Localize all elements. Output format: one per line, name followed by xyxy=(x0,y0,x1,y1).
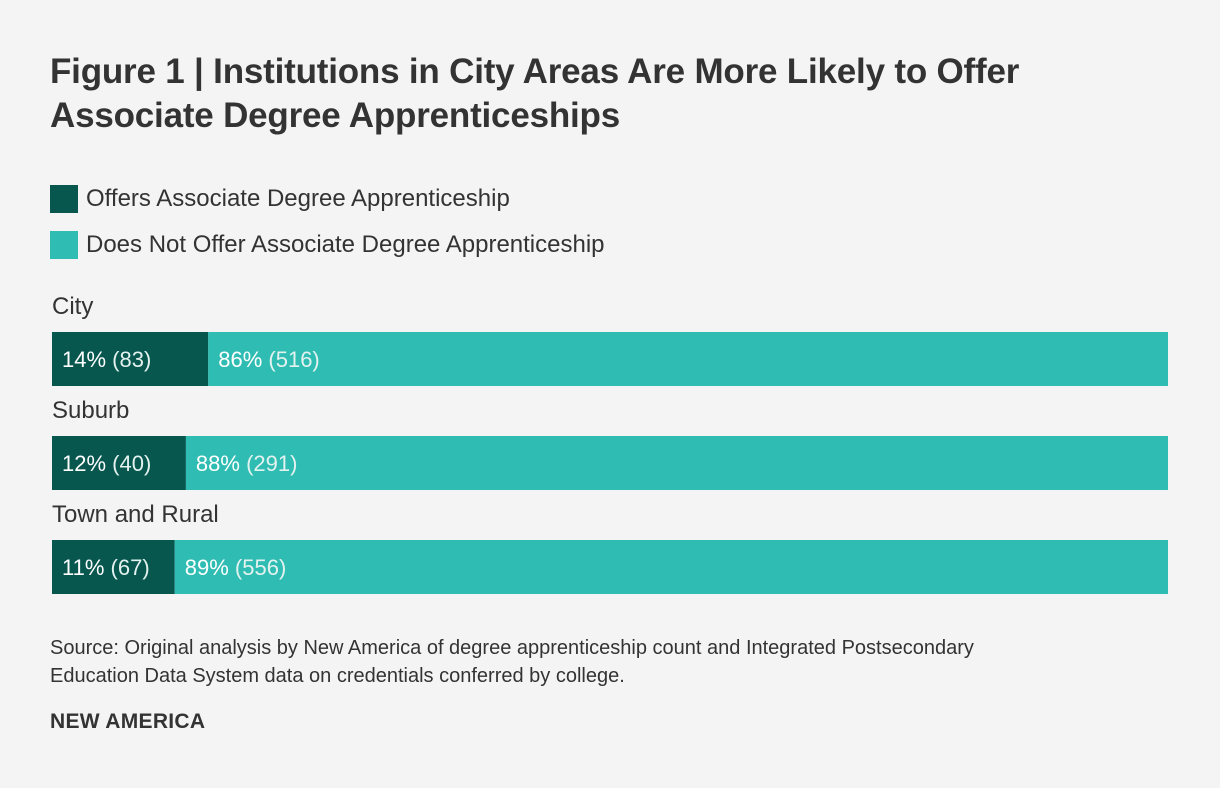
legend-label-offers: Offers Associate Degree Apprenticeship xyxy=(86,185,510,212)
bar-offers-city xyxy=(52,332,209,386)
bar-label-percent: 12% xyxy=(62,451,112,476)
legend-item-offers: Offers Associate Degree Apprenticeship xyxy=(50,182,605,216)
bar-does-not-offer-town-and-rural xyxy=(174,540,1168,594)
bar-label-count: (516) xyxy=(268,347,319,372)
chart-title: Figure 1 | Institutions in City Areas Ar… xyxy=(50,52,1020,135)
bar-label-offers-city: 14% (83) xyxy=(62,347,151,372)
bar-label-count: (83) xyxy=(112,347,151,372)
category-label-town-and-rural: Town and Rural xyxy=(52,501,219,528)
category-label-suburb: Suburb xyxy=(52,397,129,424)
legend-label-does-not-offer: Does Not Offer Associate Degree Apprenti… xyxy=(86,231,605,258)
bar-label-percent: 89% xyxy=(185,555,235,580)
bar-offers-suburb xyxy=(52,436,186,490)
bar-label-percent: 88% xyxy=(196,451,246,476)
legend-swatch-offers xyxy=(50,185,78,213)
category-label-city: City xyxy=(52,293,93,320)
bar-label-count: (556) xyxy=(235,555,286,580)
bar-label-count: (40) xyxy=(112,451,151,476)
bar-label-does-not-offer-town-and-rural: 89% (556) xyxy=(185,555,287,580)
bar-label-offers-town-and-rural: 11% (67) xyxy=(62,555,150,580)
bar-label-count: (291) xyxy=(246,451,297,476)
bar-label-does-not-offer-city: 86% (516) xyxy=(218,347,320,372)
bar-does-not-offer-suburb xyxy=(185,436,1169,490)
bar-label-does-not-offer-suburb: 88% (291) xyxy=(196,451,298,476)
bar-does-not-offer-city xyxy=(208,332,1169,386)
bar-label-count: (67) xyxy=(111,555,150,580)
brand-logo-text: NEW AMERICA xyxy=(50,710,206,733)
bar-label-offers-suburb: 12% (40) xyxy=(62,451,151,476)
bar-label-percent: 86% xyxy=(218,347,268,372)
source-note: Source: Original analysis by New America… xyxy=(50,637,974,687)
legend-item-does-not-offer: Does Not Offer Associate Degree Apprenti… xyxy=(50,228,605,262)
bar-label-percent: 14% xyxy=(62,347,112,372)
legend-swatch-does-not-offer xyxy=(50,231,78,259)
legend: Offers Associate Degree Apprenticeship D… xyxy=(50,182,605,274)
bar-offers-town-and-rural xyxy=(52,540,175,594)
bar-label-percent: 11% xyxy=(62,555,111,580)
